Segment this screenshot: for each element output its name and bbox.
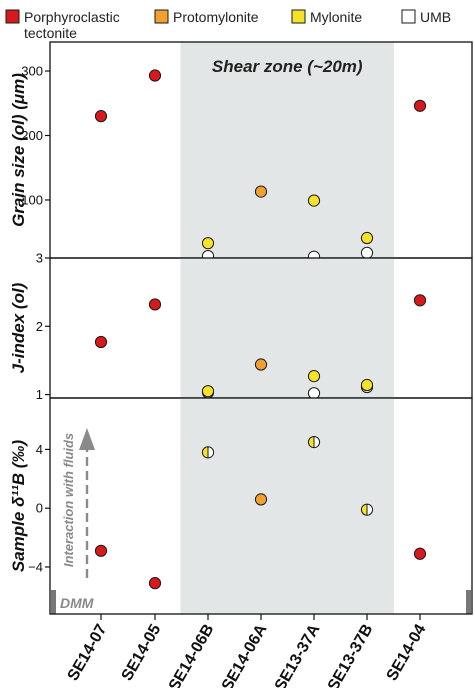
legend-label-porphyroclastic: Porphyroclastic: [24, 9, 120, 25]
y-tick-label: 100: [21, 192, 43, 207]
x-category-label: SE14-04: [384, 621, 430, 684]
y-tick-label: 1: [36, 387, 43, 402]
legend-label-umb: UMB: [420, 9, 451, 25]
x-category-label: SE14-07: [65, 621, 111, 684]
y-tick-label: 0: [36, 501, 43, 516]
data-point-protomylonite: [254, 185, 268, 198]
shear-zone-label: Shear zone (~20m): [212, 57, 363, 76]
y-tick-label: 2: [36, 319, 43, 334]
x-category-label: SE14-06A: [219, 621, 271, 688]
data-point-protomylonite: [254, 493, 268, 506]
x-category-label: SE14-05: [119, 621, 165, 684]
y-tick-label: −4: [28, 559, 43, 574]
j-index-panel: 1 2 3 J-index (ol): [9, 251, 473, 402]
x-category-label: SE13-37A: [272, 621, 324, 688]
dmm-bar-right: [466, 590, 471, 614]
data-point-umb: [360, 246, 374, 259]
legend-label-porphyroclastic-line2: tectonite: [24, 25, 77, 41]
legend-swatch-porphyroclastic: [5, 9, 20, 24]
x-category-label: SE13-37B: [325, 622, 377, 688]
legend-label-mylonite: Mylonite: [310, 9, 362, 25]
legend-label-protomylonite: Protomylonite: [173, 9, 259, 25]
y-axis-label: J-index (ol): [9, 282, 28, 373]
y-tick-label: 300: [21, 64, 43, 79]
data-point-porphyroclastic: [413, 99, 427, 112]
fluid-arrow-label: Interaction with fluids: [61, 433, 76, 567]
data-point-mylonite-umb: [360, 503, 374, 516]
data-point-porphyroclastic: [148, 577, 162, 590]
data-point-porphyroclastic: [94, 544, 108, 557]
data-point-mylonite: [307, 370, 321, 383]
data-point-porphyroclastic: [148, 298, 162, 311]
data-point-mylonite-umb: [201, 446, 215, 459]
data-point-mylonite: [201, 385, 215, 398]
legend-swatch-protomylonite: [154, 9, 169, 24]
y-tick-label: 4: [36, 442, 43, 457]
x-axis-categories: SE14-07 SE14-05 SE14-06B SE14-06A SE13-37A SE…: [65, 614, 430, 688]
data-point-porphyroclastic: [94, 335, 108, 349]
y-tick-label: 200: [21, 128, 43, 143]
y-tick-label: 3: [36, 251, 43, 266]
data-point-mylonite: [307, 194, 321, 207]
data-point-porphyroclastic: [148, 69, 162, 82]
y-axis-label: Sample δ¹¹B (‰): [9, 440, 28, 573]
data-point-mylonite: [201, 237, 215, 250]
data-point-umb: [307, 387, 321, 400]
data-point-mylonite-umb: [307, 435, 321, 449]
shear-zone-band: [180, 398, 394, 614]
shear-zone-band: [180, 258, 394, 398]
data-point-mylonite: [360, 378, 374, 392]
data-point-porphyroclastic: [94, 110, 108, 123]
data-point-porphyroclastic: [413, 547, 427, 560]
fluid-arrow-head: [79, 428, 95, 450]
data-point-protomylonite: [254, 358, 268, 371]
dmm-label: DMM: [60, 595, 94, 611]
x-category-label: SE14-06B: [166, 622, 218, 688]
shear-zone-band: [180, 42, 394, 258]
dmm-bar-left: [51, 590, 56, 614]
legend-swatch-mylonite: [291, 9, 306, 24]
legend-swatch-umb: [401, 9, 416, 24]
y-axis-label: Grain size (ol) (μm): [9, 73, 28, 227]
delta-11b-panel: −4 0 4 Sample δ¹¹B (‰) Interaction with flui…: [9, 397, 473, 615]
data-point-mylonite: [360, 231, 374, 245]
data-point-porphyroclastic: [413, 294, 427, 307]
